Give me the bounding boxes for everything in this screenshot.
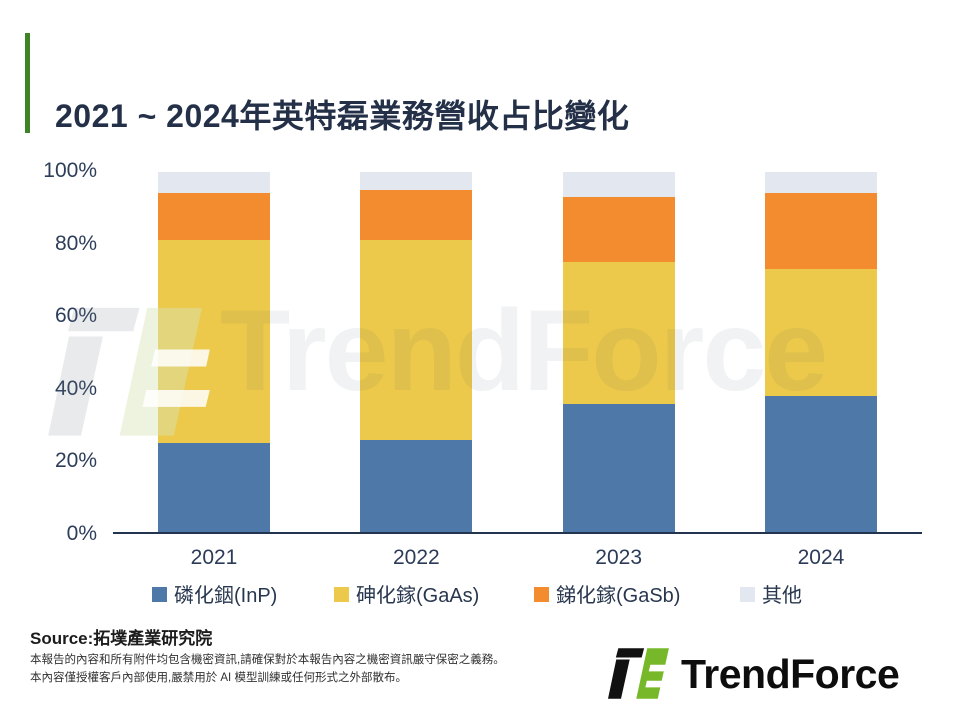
bar-segment-2022-3 [360,171,473,190]
bar-segment-2023-2 [562,196,675,263]
legend-swatch-icon [334,587,349,602]
title-accent-bar [25,33,30,133]
bar-2022 [360,171,473,534]
legend-swatch-icon [534,587,549,602]
y-tick-label: 40% [54,376,97,400]
disclaimer-line-1: 本報告的內容和所有附件均包含機密資訊,請確保對於本報告內容之機密資訊嚴守保密之義… [30,654,505,666]
x-tick-label-2023: 2023 [595,546,643,569]
trendforce-logo: TrendForce [608,645,900,703]
bar-segment-2022-1 [360,240,473,440]
bar-segment-2024-0 [764,396,877,534]
y-tick-label: 80% [54,231,97,255]
bar-segment-2022-2 [360,189,473,241]
source-label: Source:拓墣產業研究院 [30,629,213,648]
legend-label: 其他 [762,585,802,607]
disclaimer: 本報告的內容和所有附件均包含機密資訊,請確保對於本報告內容之機密資訊嚴守保密之義… [30,651,505,688]
legend-label: 銻化鎵(GaSb) [556,585,681,607]
y-tick-label: 100% [43,159,97,182]
plot-area [113,171,922,534]
bar-segment-2023-1 [562,262,675,404]
bar-2024 [764,171,877,534]
legend-item-2: 銻化鎵(GaSb) [534,579,680,608]
bar-segment-2024-3 [764,171,877,194]
bar-segment-2023-3 [562,171,675,197]
bar-segment-2021-3 [158,171,270,194]
bar-segment-2021-1 [158,240,270,444]
legend-label: 砷化鎵(GaAs) [356,585,480,607]
x-axis-line [113,532,922,534]
y-tick-label: 60% [54,304,97,327]
bar-segment-2022-0 [360,439,473,534]
bar-2023 [562,171,675,534]
x-tick-label-2022: 2022 [392,546,440,569]
page-title: 2021 ~ 2024年英特磊業務營收占比變化 [55,98,630,135]
bar-segment-2024-2 [764,193,877,270]
bar-segment-2021-0 [158,443,270,534]
legend-item-0: 磷化銦(InP) [152,579,277,608]
legend-swatch-icon [152,587,167,602]
bar-2021 [158,171,270,534]
legend-item-1: 砷化鎵(GaAs) [334,579,479,608]
y-tick-label: 20% [54,449,97,472]
bar-segment-2021-2 [158,193,270,241]
legend-item-3: 其他 [740,579,802,608]
bar-segment-2024-1 [764,269,877,397]
legend-swatch-icon [740,587,755,602]
x-tick-label-2021: 2021 [190,546,238,569]
trendforce-logo-text: TrendForce [681,650,900,697]
y-tick-label: 0% [66,521,97,545]
trendforce-logo-icon [608,648,672,699]
x-tick-label-2024: 2024 [797,546,845,569]
disclaimer-line-2: 本內容僅授權客戶內部使用,嚴禁用於 AI 模型訓練或任何形式之外部散布。 [30,672,407,685]
bar-segment-2023-0 [562,403,675,534]
legend-label: 磷化銦(InP) [174,585,278,607]
